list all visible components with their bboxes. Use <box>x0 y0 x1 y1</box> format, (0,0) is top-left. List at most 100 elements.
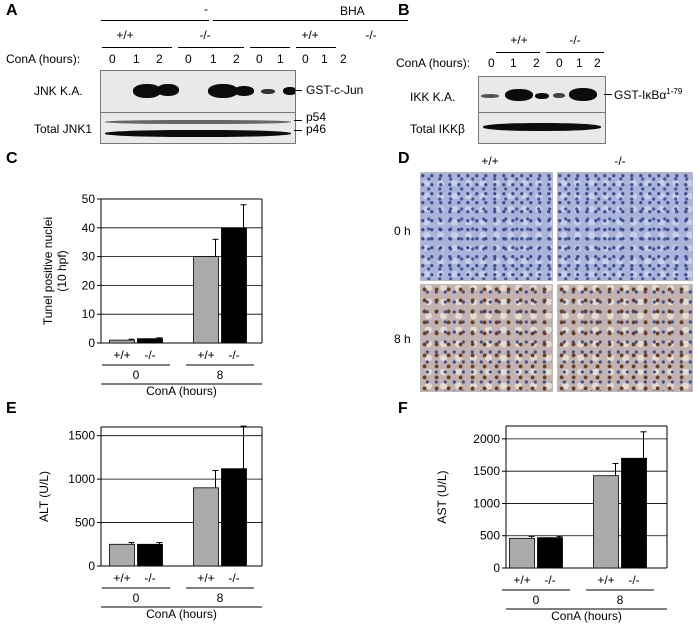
genotype-bracket <box>102 47 172 48</box>
genotype-bracket <box>178 47 244 48</box>
time-label: 2 <box>156 52 163 66</box>
blot-band <box>481 94 499 98</box>
total-ikkb-label: Total IKKβ <box>410 122 465 136</box>
y-tick-label: 30 <box>82 250 96 264</box>
blot-band <box>283 87 295 95</box>
blot-band <box>505 89 533 101</box>
genotype-wt-label: +/+ <box>116 28 134 42</box>
x-group-label: 8 <box>217 368 224 382</box>
panel-b-label: B <box>398 2 410 19</box>
bar----0h <box>137 338 163 344</box>
histology-col-ko: -/- <box>614 154 626 168</box>
histology-image-ko-0h <box>557 172 693 281</box>
histology-row-8h: 8 h <box>394 332 411 346</box>
time-label: 1 <box>510 56 517 70</box>
x-group-label: 8 <box>617 593 624 607</box>
histology-row-0h: 0 h <box>394 224 411 238</box>
total-jnk1-label: Total JNK1 <box>34 122 93 136</box>
blot-band <box>535 93 549 99</box>
x-genotype-label: +/+ <box>597 573 614 587</box>
histology-image-ko-8h <box>557 284 693 392</box>
blot-band <box>553 93 565 98</box>
genotype-bracket <box>296 47 336 48</box>
y-tick-label: 40 <box>82 221 96 235</box>
none-bracket <box>213 20 317 21</box>
bar----0h <box>137 543 163 567</box>
time-label: 0 <box>302 52 309 66</box>
p46-label: p46 <box>306 122 327 136</box>
blot-band-p46 <box>105 130 291 137</box>
x-genotype-label: -/- <box>144 348 155 362</box>
marker-tick <box>604 94 612 95</box>
time-label: 2 <box>340 52 347 66</box>
panel-e-label: E <box>6 400 17 417</box>
time-label: 2 <box>233 52 240 66</box>
blot-band <box>261 89 275 94</box>
histology-col-wt: +/+ <box>481 154 499 168</box>
time-label: 1 <box>277 52 284 66</box>
y-tick-label: 1500 <box>68 429 95 443</box>
bar-++-0h <box>109 543 135 567</box>
blot-band <box>157 84 179 96</box>
time-label: 0 <box>556 56 563 70</box>
ikk-kinase-blot <box>478 76 606 114</box>
time-label: 0 <box>185 52 192 66</box>
marker-tick <box>294 120 302 121</box>
genotype-bracket <box>496 52 540 53</box>
genotype-ko-label: -/- <box>569 33 581 47</box>
time-label: 0 <box>109 52 116 66</box>
bar----8h <box>221 468 247 567</box>
panel-c-label: C <box>6 150 18 167</box>
ikk-ka-label: IKK K.A. <box>410 90 456 104</box>
bha-treatment-label: BHA <box>340 4 365 18</box>
bar----8h <box>221 227 247 344</box>
y-tick-label: 0 <box>493 561 500 575</box>
blot-band <box>234 86 254 96</box>
bar-++-0h <box>109 339 135 344</box>
histology-image-wt-8h <box>420 284 553 392</box>
y-tick-label: 2000 <box>473 432 500 446</box>
total-ikkb-blot <box>478 112 606 144</box>
bar-++-0h <box>509 537 535 569</box>
time-label: 0 <box>488 56 495 70</box>
marker-tick <box>294 90 302 91</box>
y-axis-label: Tunel positive nuclei <box>41 217 55 325</box>
time-label: 0 <box>256 52 263 66</box>
blot-band <box>569 88 597 101</box>
y-tick-label: 500 <box>75 516 95 530</box>
y-tick-label: 10 <box>82 307 96 321</box>
y-tick-label: 50 <box>82 192 96 206</box>
panel-d-label: D <box>398 150 410 167</box>
y-tick-label: 20 <box>82 278 96 292</box>
time-label: 1 <box>321 52 328 66</box>
blot-band <box>483 123 601 131</box>
y-axis-label: ALT (U/L) <box>37 471 51 522</box>
x-genotype-label: -/- <box>628 573 639 587</box>
time-label: 2 <box>533 56 540 70</box>
blot-band-p54 <box>105 120 291 124</box>
x-genotype-label: +/+ <box>197 571 214 585</box>
gst-ikba-label: GST-IκBα1-79 <box>614 87 683 102</box>
y-axis-label: AST (U/L) <box>435 470 449 523</box>
panel-f-label: F <box>398 400 408 417</box>
y-tick-label: 1500 <box>473 464 500 478</box>
bar-++-8h <box>193 256 219 344</box>
y-tick-label: 0 <box>88 336 95 350</box>
x-genotype-label: -/- <box>228 571 239 585</box>
x-group-label: 0 <box>533 593 540 607</box>
y-tick-label: 1000 <box>473 496 500 510</box>
genotype-ko-label: -/- <box>365 28 377 42</box>
genotype-wt-label: +/+ <box>510 33 528 47</box>
total-jnk1-blot <box>100 112 296 144</box>
x-genotype-label: +/+ <box>113 348 130 362</box>
none-bracket <box>101 20 209 21</box>
time-label: 1 <box>210 52 217 66</box>
no-treatment-label: - <box>204 2 208 16</box>
time-label: 1 <box>133 52 140 66</box>
y-tick-label: 500 <box>480 529 500 543</box>
bha-bracket <box>300 20 408 21</box>
x-genotype-label: +/+ <box>113 571 130 585</box>
y-tick-label: 1000 <box>68 472 95 486</box>
jnk-ka-label: JNK K.A. <box>34 84 83 98</box>
